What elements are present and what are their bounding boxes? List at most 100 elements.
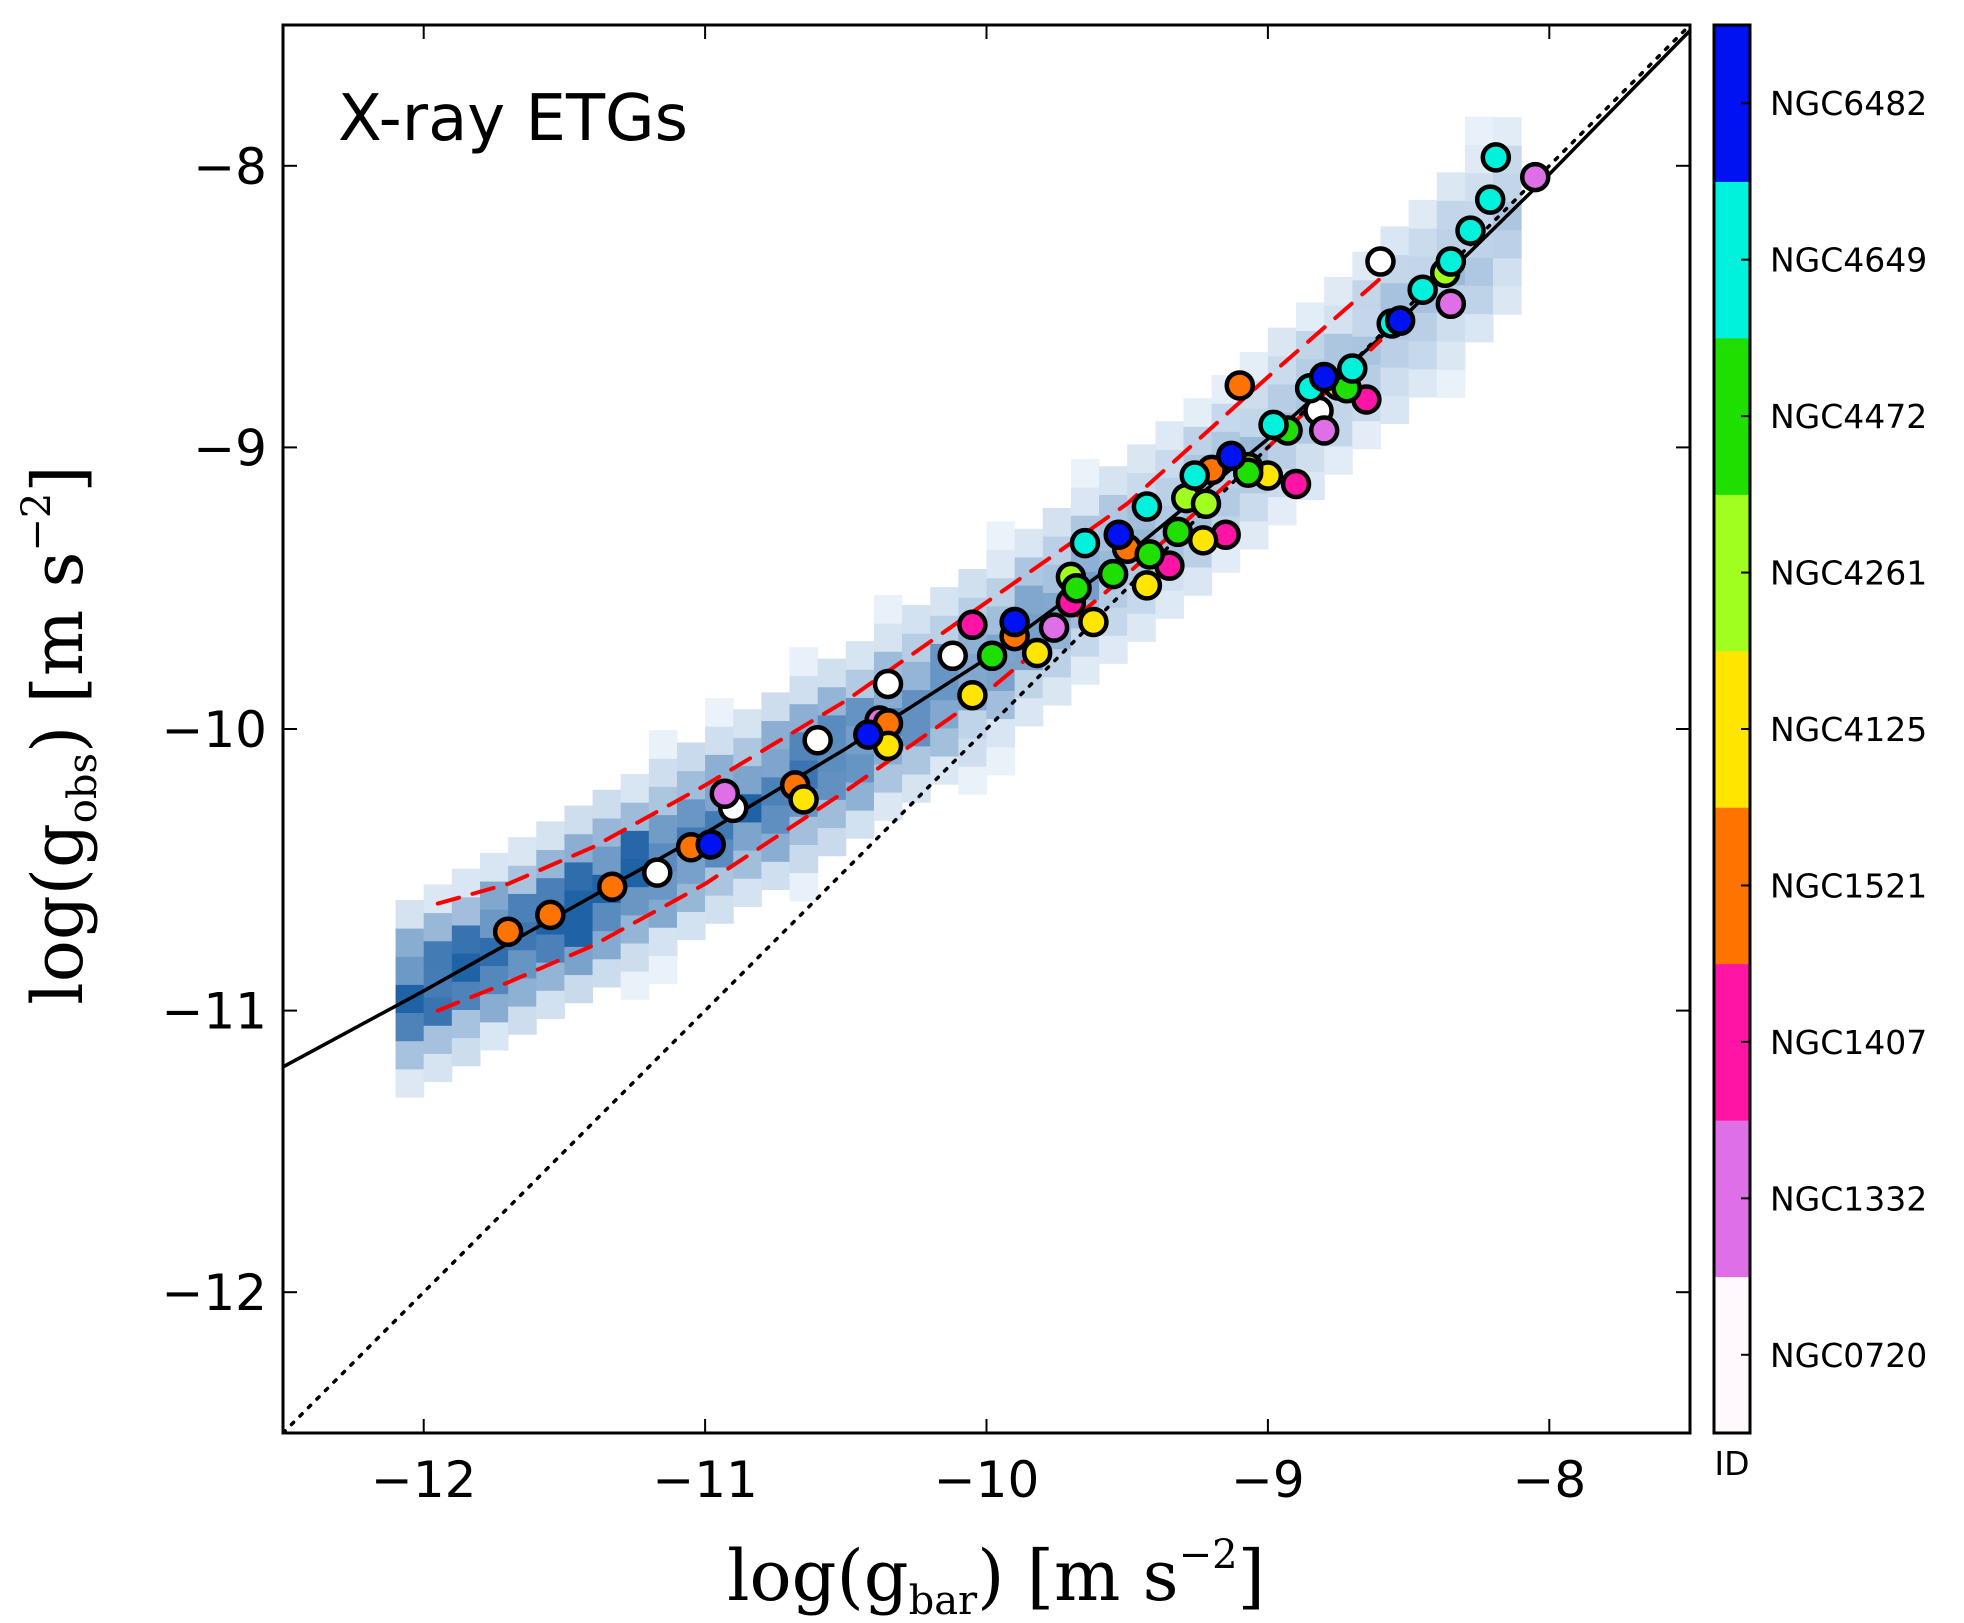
point-ngc6482 xyxy=(1216,440,1247,472)
density-cell xyxy=(817,658,847,688)
density-cell xyxy=(395,1068,425,1098)
point-ngc4649 xyxy=(1407,274,1438,305)
density-cell xyxy=(536,990,565,1019)
density-cell xyxy=(620,830,650,860)
y-axis-label-mid: ) [m s xyxy=(17,552,99,753)
density-cell xyxy=(1380,338,1410,368)
density-cell xyxy=(1239,520,1269,550)
density-cell xyxy=(986,718,1016,748)
x-axis-label-mid: ) [m s xyxy=(977,1535,1178,1617)
density-cell xyxy=(508,837,537,866)
axis-ticks: −12 −11 −10 −9 −8 −12 −11 −10 −9 −8 xyxy=(161,25,1690,1509)
x-axis-label-post: ] xyxy=(1238,1535,1265,1617)
density-cell xyxy=(1464,285,1494,315)
point-ngc0720 xyxy=(642,857,673,888)
y-axis-label-pre: log(g xyxy=(17,823,99,1004)
density-cell xyxy=(536,821,565,851)
y-tick-label: −10 xyxy=(161,701,267,759)
plot-annotation: X-ray ETGs xyxy=(338,82,688,156)
density-cell xyxy=(733,878,762,907)
x-axis-label-pre: log(g xyxy=(727,1535,908,1617)
density-cell xyxy=(451,1009,481,1039)
point-ngc4125 xyxy=(788,784,819,815)
density-cell xyxy=(817,799,847,829)
density-cell xyxy=(1436,172,1466,201)
density-cell xyxy=(1408,199,1438,229)
x-tick-label: −9 xyxy=(1231,1451,1305,1509)
density-cell xyxy=(564,805,594,835)
density-cell xyxy=(1408,368,1438,398)
density-cell xyxy=(1324,277,1353,306)
point-ngc4649 xyxy=(1131,491,1163,522)
colorbar-label: NGC1407 xyxy=(1770,1023,1927,1062)
density-cell xyxy=(761,861,791,891)
point-ngc4649 xyxy=(1455,215,1486,246)
density-cell xyxy=(592,958,622,988)
density-cell xyxy=(1267,496,1297,526)
density-cell xyxy=(676,742,706,772)
y-tick-label: −12 xyxy=(161,1264,267,1322)
density-cell xyxy=(873,623,903,652)
density-cell xyxy=(648,786,678,816)
point-ngc0720 xyxy=(872,668,904,700)
density-cell xyxy=(986,521,1016,551)
density-cell xyxy=(564,861,594,891)
density-cell xyxy=(1493,257,1522,287)
density-cell xyxy=(1408,228,1438,257)
density-cell xyxy=(1464,313,1494,343)
x-tick-label: −10 xyxy=(934,1451,1040,1509)
point-ngc6482 xyxy=(1384,305,1416,336)
density-cell xyxy=(648,730,678,759)
point-ngc4649 xyxy=(1179,460,1210,491)
point-ngc4125 xyxy=(957,679,988,711)
point-ngc4261 xyxy=(1190,488,1222,519)
density-cell xyxy=(1267,355,1297,385)
density-cell xyxy=(789,647,819,676)
point-ngc4472 xyxy=(1097,558,1129,590)
density-cell xyxy=(564,918,594,947)
density-cell xyxy=(1296,443,1325,472)
density-cell xyxy=(620,914,650,944)
density-cell xyxy=(817,771,847,800)
density-cell xyxy=(1267,384,1297,413)
density-cell xyxy=(1042,507,1072,537)
density-cell xyxy=(873,792,903,821)
density-cell xyxy=(1099,466,1128,495)
density-cell xyxy=(1183,398,1213,427)
density-cell xyxy=(1380,367,1410,396)
density-cell xyxy=(817,827,847,857)
colorbar-label: NGC1332 xyxy=(1770,1179,1927,1218)
density-cell xyxy=(451,1037,481,1067)
density-cell xyxy=(592,789,622,819)
density-cell xyxy=(592,846,622,875)
density-cell xyxy=(423,1025,453,1054)
x-tick-label: −12 xyxy=(371,1451,477,1509)
density-cell xyxy=(395,956,425,985)
density-cell xyxy=(761,748,791,778)
density-cell xyxy=(1070,458,1100,488)
density-cell xyxy=(986,690,1016,720)
density-cell xyxy=(930,587,959,616)
density-cell xyxy=(1127,613,1156,642)
density-cell xyxy=(508,977,537,1007)
point-ngc4125 xyxy=(1078,606,1109,638)
point-ngc4472 xyxy=(1162,516,1194,548)
point-ngc1407 xyxy=(957,609,988,641)
line-lower-scatter xyxy=(435,338,1383,1013)
density-cell xyxy=(479,1021,509,1051)
density-cell xyxy=(986,746,1016,776)
point-ngc4125 xyxy=(1021,637,1053,669)
density-cell xyxy=(705,726,734,755)
y-tick-label: −11 xyxy=(161,983,267,1041)
density-cell xyxy=(479,965,509,995)
point-ngc6482 xyxy=(999,606,1030,638)
density-cell xyxy=(958,766,987,795)
point-ngc4472 xyxy=(1061,572,1092,604)
density-cell xyxy=(1408,340,1438,370)
density-cell xyxy=(1352,308,1381,337)
density-cell xyxy=(705,698,734,727)
density-cell xyxy=(648,927,678,956)
density-cell xyxy=(564,974,594,1004)
density-cell xyxy=(705,895,734,924)
density-cell xyxy=(648,758,678,787)
